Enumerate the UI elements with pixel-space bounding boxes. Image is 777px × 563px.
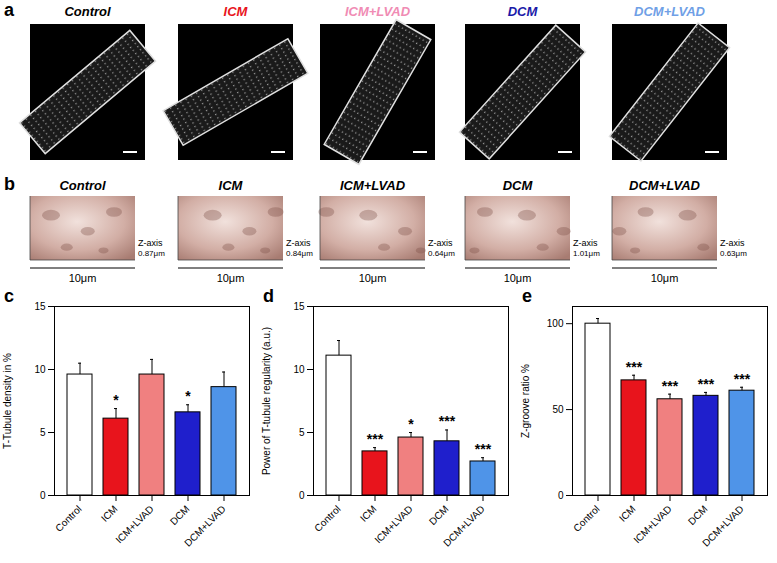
svg-text:10: 10 bbox=[34, 364, 46, 375]
svg-text:ICM+LVAD: ICM+LVAD bbox=[340, 178, 406, 193]
svg-text:0.87μm: 0.87μm bbox=[138, 249, 165, 258]
svg-text:Z-axis: Z-axis bbox=[286, 238, 311, 248]
svg-text:***: *** bbox=[439, 413, 456, 429]
svg-text:***: *** bbox=[626, 359, 643, 375]
svg-text:10μm: 10μm bbox=[504, 272, 532, 284]
svg-text:15: 15 bbox=[34, 301, 46, 312]
svg-text:ICM+LVAD: ICM+LVAD bbox=[631, 503, 673, 545]
html-text:d: d bbox=[263, 286, 274, 306]
svg-text:DCM+LVAD: DCM+LVAD bbox=[182, 503, 227, 548]
svg-text:DCM+LVAD: DCM+LVAD bbox=[441, 503, 486, 548]
svg-text:Z-axis: Z-axis bbox=[428, 238, 453, 248]
svg-text:Control: Control bbox=[571, 503, 602, 534]
svg-text:*: * bbox=[113, 392, 119, 408]
svg-text:15: 15 bbox=[293, 301, 305, 312]
svg-text:*: * bbox=[408, 416, 414, 432]
svg-text:Z-axis: Z-axis bbox=[720, 238, 745, 248]
svg-text:DCM: DCM bbox=[503, 178, 534, 193]
svg-text:DCM+LVAD: DCM+LVAD bbox=[700, 503, 745, 548]
svg-text:DCM: DCM bbox=[168, 503, 192, 527]
svg-text:0.63μm: 0.63μm bbox=[720, 249, 747, 258]
svg-text:ICM: ICM bbox=[617, 503, 638, 524]
svg-text:Control: Control bbox=[53, 503, 84, 534]
svg-text:0: 0 bbox=[558, 490, 564, 501]
svg-text:ICM: ICM bbox=[219, 178, 244, 193]
svg-text:*: * bbox=[185, 388, 191, 404]
svg-text:***: *** bbox=[698, 376, 715, 392]
svg-text:***: *** bbox=[734, 371, 751, 387]
svg-text:10μm: 10μm bbox=[217, 272, 245, 284]
svg-text:10: 10 bbox=[293, 364, 305, 375]
html-text:c: c bbox=[4, 286, 14, 306]
html-text:e: e bbox=[522, 286, 532, 306]
svg-text:DCM: DCM bbox=[508, 4, 539, 19]
svg-text:Power of T-tubule regularity (: Power of T-tubule regularity (a.u.) bbox=[261, 327, 272, 475]
svg-text:10μm: 10μm bbox=[359, 272, 387, 284]
svg-text:b: b bbox=[4, 174, 15, 194]
svg-text:0: 0 bbox=[40, 490, 46, 501]
svg-text:***: *** bbox=[367, 431, 384, 447]
svg-text:Z-groove ratio %: Z-groove ratio % bbox=[520, 364, 531, 438]
svg-text:5: 5 bbox=[299, 427, 305, 438]
svg-text:DCM: DCM bbox=[686, 503, 710, 527]
svg-text:Control: Control bbox=[312, 503, 343, 534]
svg-text:a: a bbox=[4, 0, 15, 20]
svg-text:10μm: 10μm bbox=[69, 272, 97, 284]
svg-text:ICM+LVAD: ICM+LVAD bbox=[113, 503, 155, 545]
svg-text:ICM: ICM bbox=[224, 4, 249, 19]
svg-text:0.84μm: 0.84μm bbox=[286, 249, 313, 258]
svg-text:***: *** bbox=[662, 378, 679, 394]
svg-text:Control: Control bbox=[64, 4, 111, 19]
svg-text:100: 100 bbox=[547, 318, 564, 329]
svg-text:DCM+LVAD: DCM+LVAD bbox=[634, 4, 706, 19]
svg-text:ICM: ICM bbox=[358, 503, 379, 524]
svg-text:ICM: ICM bbox=[99, 503, 120, 524]
svg-text:T-Tubule density in %: T-Tubule density in % bbox=[2, 353, 13, 449]
svg-text:***: *** bbox=[475, 441, 492, 457]
svg-text:50: 50 bbox=[552, 404, 564, 415]
svg-text:ICM+LVAD: ICM+LVAD bbox=[372, 503, 414, 545]
svg-text:DCM+LVAD: DCM+LVAD bbox=[629, 178, 701, 193]
svg-text:ICM+LVAD: ICM+LVAD bbox=[345, 4, 411, 19]
svg-text:Z-axis: Z-axis bbox=[138, 238, 163, 248]
svg-text:1.01μm: 1.01μm bbox=[573, 249, 600, 258]
svg-text:DCM: DCM bbox=[427, 503, 451, 527]
svg-text:0.64μm: 0.64μm bbox=[428, 249, 455, 258]
svg-text:5: 5 bbox=[40, 427, 46, 438]
svg-text:0: 0 bbox=[299, 490, 305, 501]
svg-text:Control: Control bbox=[59, 178, 106, 193]
svg-text:10μm: 10μm bbox=[651, 272, 679, 284]
svg-text:Z-axis: Z-axis bbox=[573, 238, 598, 248]
